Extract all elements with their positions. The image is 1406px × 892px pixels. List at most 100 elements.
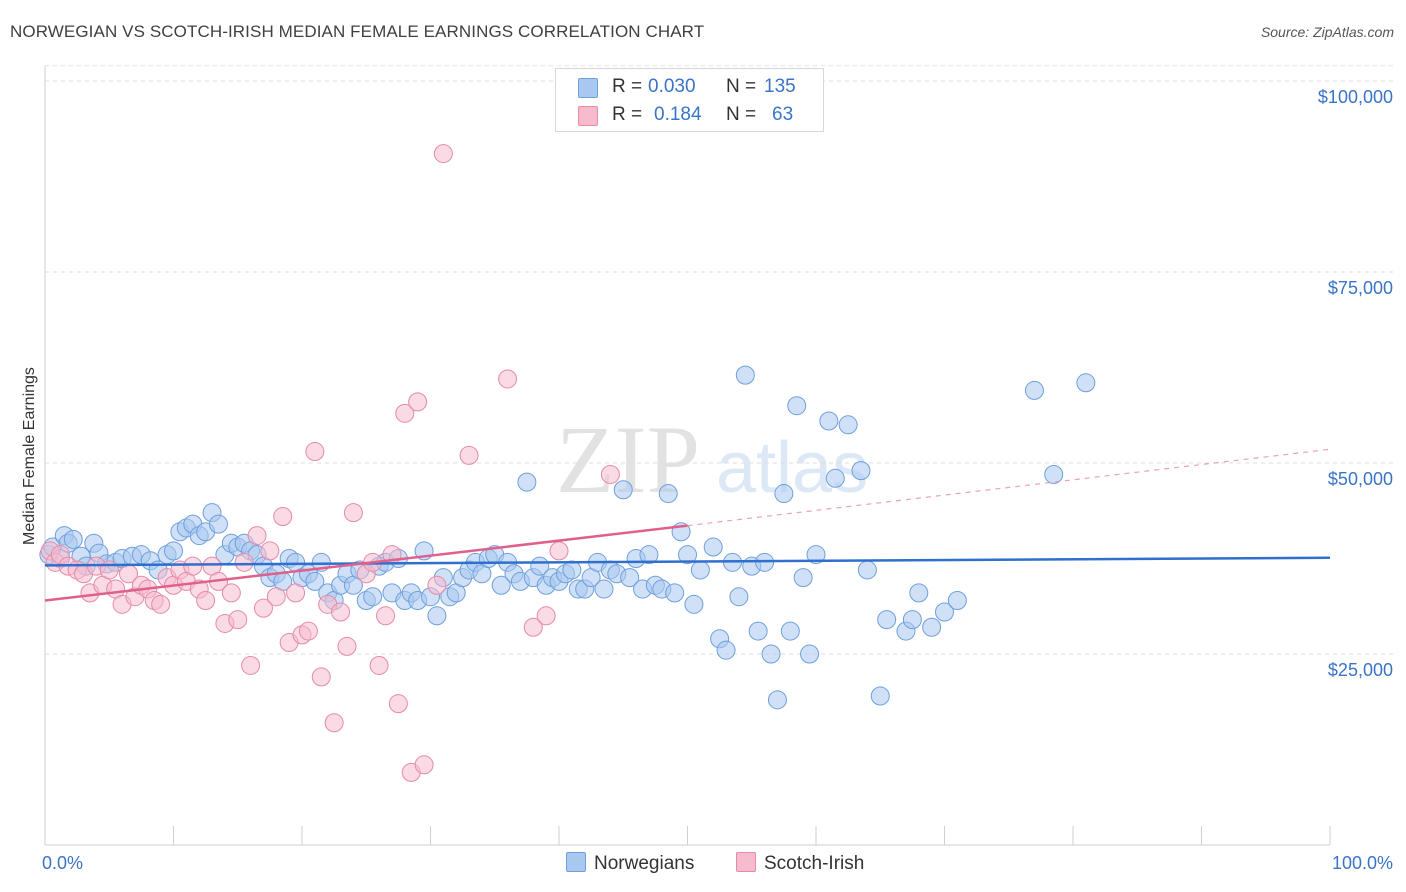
point-norwegians — [947, 591, 967, 611]
bottom-legend-scotch-irish: Scotch-Irish — [736, 852, 864, 875]
legend-r-label: R = — [612, 104, 643, 125]
point-norwegians — [716, 640, 736, 660]
x-tick-label-min: 0.0% — [42, 853, 83, 873]
point-scotch-irish — [260, 541, 280, 561]
axes — [44, 66, 1331, 846]
y-axis-title: Median Female Earnings — [21, 367, 38, 545]
x-tick-label-max: 100.0% — [1332, 853, 1393, 873]
trend-line-scotch-irish — [44, 524, 688, 602]
y-tick-label: $25,000 — [1328, 660, 1393, 680]
point-norwegians — [729, 587, 749, 607]
point-norwegians — [613, 480, 633, 500]
point-scotch-irish — [459, 445, 479, 465]
point-norwegians — [305, 571, 325, 591]
bottom-label-scotch-irish: Scotch-Irish — [764, 853, 865, 874]
point-norwegians — [851, 461, 871, 481]
point-scotch-irish — [234, 552, 254, 572]
bottom-swatch-norwegians — [566, 852, 586, 872]
point-norwegians — [703, 537, 723, 557]
bottom-label-norwegians: Norwegians — [594, 853, 695, 874]
point-scotch-irish — [433, 144, 453, 164]
point-scotch-irish — [523, 617, 543, 637]
point-norwegians — [491, 575, 511, 595]
point-norwegians — [517, 472, 537, 492]
point-norwegians — [1024, 380, 1044, 400]
point-scotch-irish — [600, 464, 620, 484]
legend-r-value: 0.030 — [648, 76, 696, 97]
point-norwegians — [63, 529, 83, 549]
point-norwegians — [774, 484, 794, 504]
legend-n-label: N = — [726, 104, 757, 125]
point-norwegians — [922, 617, 942, 637]
point-scotch-irish — [311, 667, 331, 687]
point-norwegians — [208, 514, 228, 534]
point-scotch-irish — [337, 636, 357, 656]
point-scotch-irish — [286, 583, 306, 603]
point-scotch-irish — [408, 392, 428, 412]
point-scotch-irish — [151, 594, 171, 614]
point-norwegians — [761, 644, 781, 664]
point-norwegians — [877, 610, 897, 630]
point-norwegians — [678, 545, 697, 565]
point-norwegians — [909, 583, 929, 603]
point-norwegians — [164, 541, 183, 561]
correlation-legend: R = 0.030 N = 135 R = 0.184 N = 63 — [555, 68, 824, 132]
point-scotch-irish — [414, 755, 434, 775]
point-norwegians — [748, 621, 768, 641]
point-scotch-irish — [331, 602, 351, 622]
point-scotch-irish — [266, 587, 286, 607]
point-norwegians — [639, 545, 659, 565]
point-norwegians — [363, 587, 383, 607]
legend-r-label: R = — [612, 76, 643, 97]
point-norwegians — [787, 396, 807, 416]
point-norwegians — [870, 686, 890, 706]
point-scotch-irish — [253, 598, 273, 618]
point-norwegians — [690, 560, 710, 580]
bottom-legend-norwegians: Norwegians — [566, 852, 694, 875]
point-norwegians — [838, 415, 858, 435]
point-norwegians — [427, 606, 447, 626]
y-tick-label: $50,000 — [1328, 469, 1393, 489]
point-scotch-irish — [324, 713, 344, 733]
point-norwegians — [780, 621, 800, 641]
y-tick-label: $75,000 — [1328, 278, 1393, 298]
point-norwegians — [562, 560, 582, 580]
trend-extension-scotch-irish — [687, 448, 1331, 527]
point-scotch-irish — [305, 442, 325, 462]
point-scotch-irish — [536, 606, 556, 626]
point-norwegians — [1044, 464, 1064, 484]
bottom-swatch-scotch-irish — [736, 852, 756, 872]
source-label: Source: ZipAtlas.com — [1260, 24, 1394, 40]
trend-lines — [44, 448, 1331, 602]
point-scotch-irish — [549, 541, 569, 561]
point-norwegians — [620, 568, 640, 588]
point-scotch-irish — [388, 694, 408, 714]
point-scotch-irish — [99, 560, 119, 580]
point-norwegians — [594, 579, 614, 599]
point-scotch-irish — [273, 506, 293, 526]
point-scotch-irish — [498, 369, 518, 389]
point-norwegians — [902, 610, 922, 630]
point-scotch-irish — [228, 610, 248, 630]
point-norwegians — [793, 568, 813, 588]
point-norwegians — [825, 468, 845, 488]
point-scotch-irish — [369, 655, 389, 675]
chart-title: NORWEGIAN VS SCOTCH-IRISH MEDIAN FEMALE … — [10, 22, 705, 41]
point-scotch-irish — [221, 583, 241, 603]
y-tick-label: $100,000 — [1318, 87, 1393, 107]
point-norwegians — [658, 484, 678, 504]
point-scotch-irish — [298, 621, 318, 641]
point-scotch-irish — [196, 591, 216, 611]
legend-n-value: 135 — [764, 76, 796, 97]
legend-swatch-norwegians — [578, 78, 598, 98]
point-norwegians — [665, 583, 685, 603]
point-scotch-irish — [343, 503, 363, 523]
point-scotch-irish — [427, 575, 447, 595]
point-scotch-irish — [376, 606, 396, 626]
trend-line-norwegians — [44, 556, 1331, 567]
point-scotch-irish — [395, 403, 415, 423]
point-norwegians — [767, 690, 787, 710]
legend-n-label: N = — [726, 76, 757, 97]
point-norwegians — [684, 594, 704, 614]
